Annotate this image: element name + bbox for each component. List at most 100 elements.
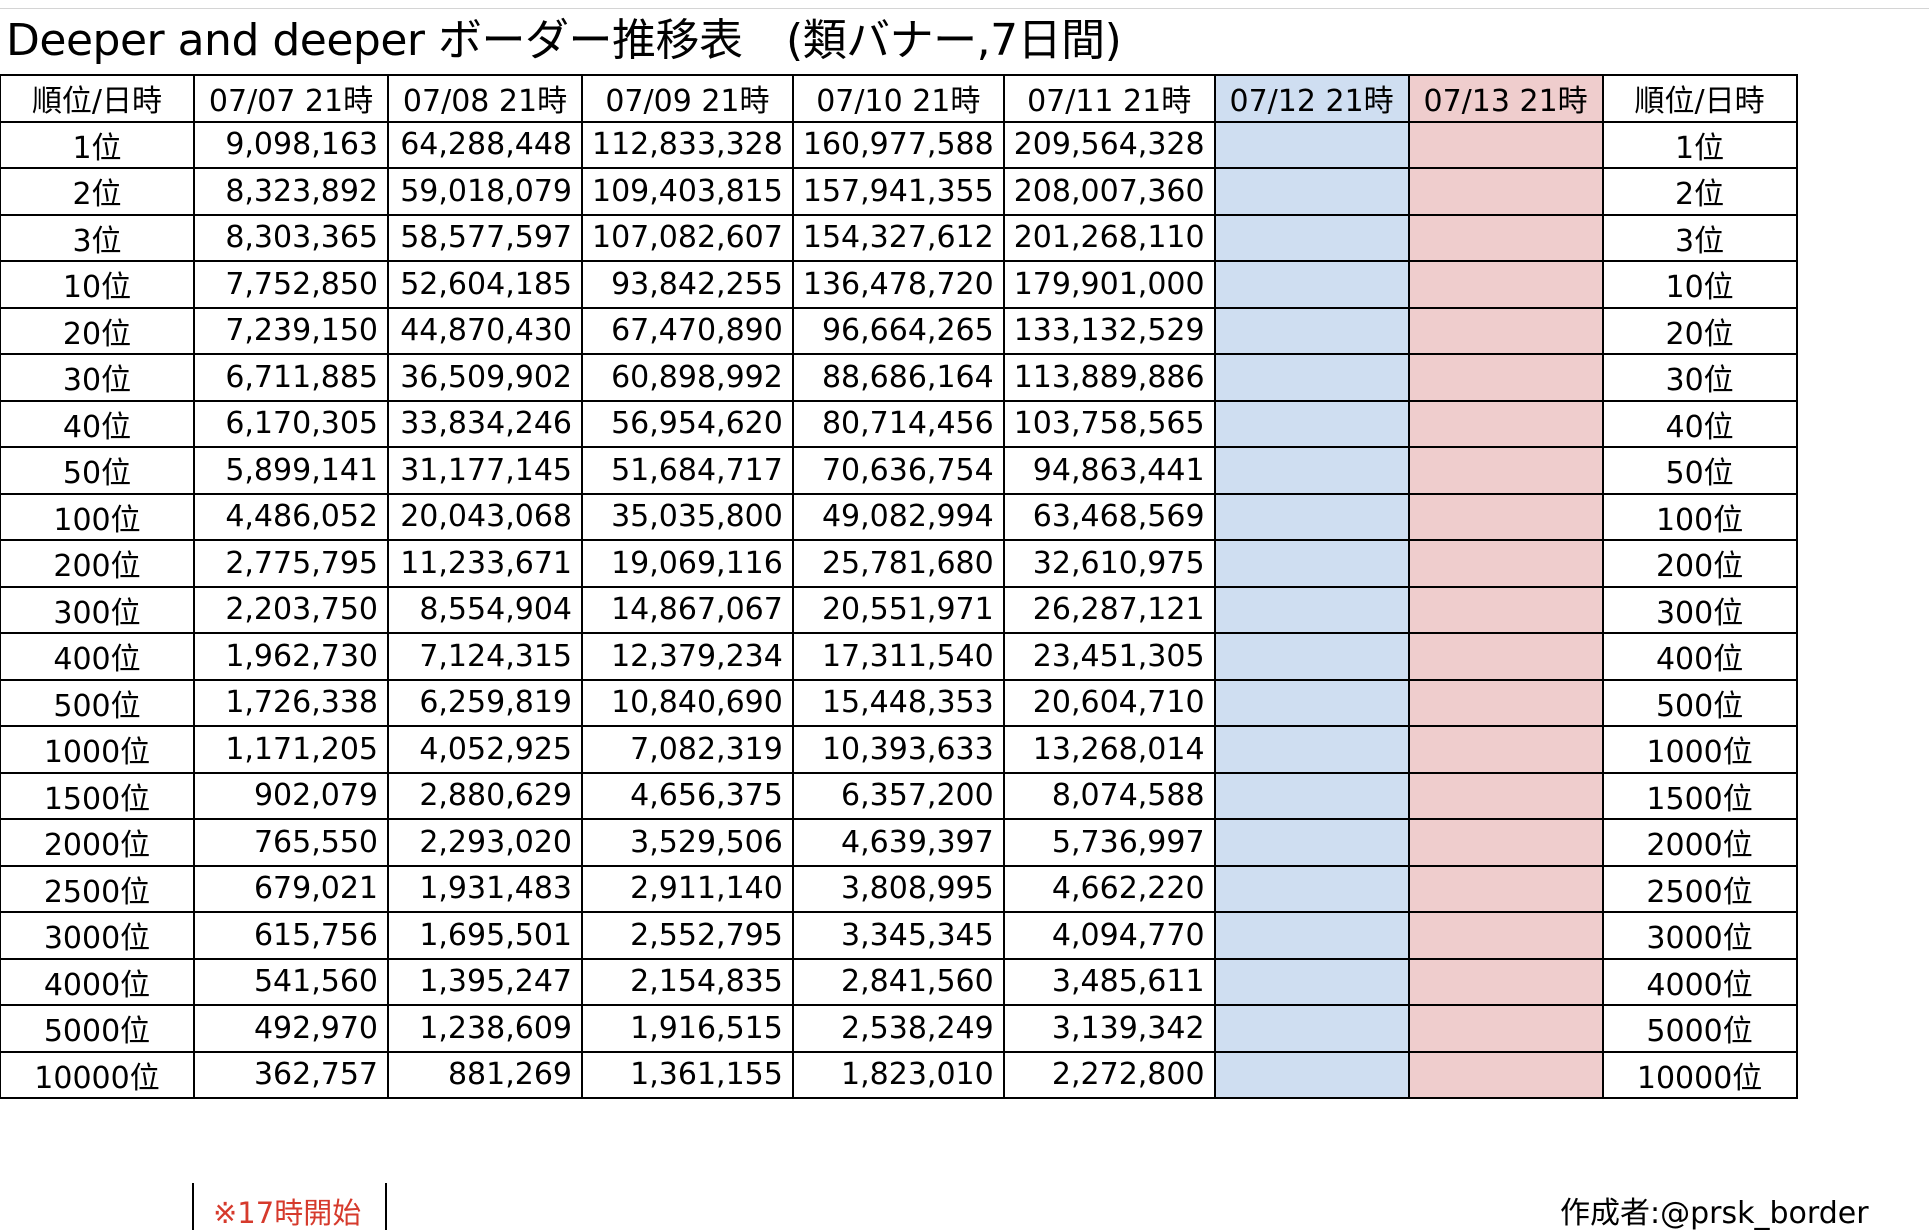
score-cell[interactable] xyxy=(1213,260,1410,309)
score-cell[interactable] xyxy=(1213,771,1410,820)
score-cell[interactable]: 32,610,975 xyxy=(1002,539,1216,588)
score-cell[interactable]: 10,393,633 xyxy=(791,725,1005,774)
rank-cell[interactable]: 40位 xyxy=(0,399,195,448)
score-cell[interactable] xyxy=(1407,167,1604,216)
score-cell[interactable] xyxy=(1213,957,1410,1006)
score-cell[interactable] xyxy=(1213,306,1410,355)
score-cell[interactable]: 6,357,200 xyxy=(791,771,1005,820)
score-cell[interactable]: 7,082,319 xyxy=(581,725,794,774)
header-date[interactable]: 07/08 21時 xyxy=(387,74,583,123)
score-cell[interactable]: 4,656,375 xyxy=(581,771,794,820)
score-cell[interactable]: 2,293,020 xyxy=(387,818,583,867)
score-cell[interactable] xyxy=(1213,725,1410,774)
score-cell[interactable]: 208,007,360 xyxy=(1002,167,1216,216)
score-cell[interactable]: 52,604,185 xyxy=(387,260,583,309)
score-cell[interactable]: 1,962,730 xyxy=(193,632,389,681)
score-cell[interactable]: 15,448,353 xyxy=(791,678,1005,727)
score-cell[interactable]: 5,736,997 xyxy=(1002,818,1216,867)
score-cell[interactable]: 44,870,430 xyxy=(387,306,583,355)
score-cell[interactable]: 902,079 xyxy=(193,771,389,820)
rank-cell-right[interactable]: 20位 xyxy=(1601,306,1798,355)
score-cell[interactable] xyxy=(1213,1050,1410,1099)
score-cell[interactable]: 59,018,079 xyxy=(387,167,583,216)
score-cell[interactable]: 2,775,795 xyxy=(193,539,389,588)
rank-cell[interactable]: 10位 xyxy=(0,260,195,309)
score-cell[interactable] xyxy=(1213,167,1410,216)
score-cell[interactable]: 8,323,892 xyxy=(193,167,389,216)
score-cell[interactable]: 17,311,540 xyxy=(791,632,1005,681)
score-cell[interactable]: 154,327,612 xyxy=(791,213,1005,262)
rank-cell[interactable]: 300位 xyxy=(0,585,195,634)
rank-cell-right[interactable]: 3位 xyxy=(1601,213,1798,262)
score-cell[interactable] xyxy=(1213,818,1410,867)
score-cell[interactable]: 4,639,397 xyxy=(791,818,1005,867)
score-cell[interactable]: 13,268,014 xyxy=(1002,725,1216,774)
score-cell[interactable]: 33,834,246 xyxy=(387,399,583,448)
score-cell[interactable]: 4,662,220 xyxy=(1002,864,1216,913)
score-cell[interactable]: 7,124,315 xyxy=(387,632,583,681)
score-cell[interactable]: 19,069,116 xyxy=(581,539,794,588)
rank-cell[interactable]: 200位 xyxy=(0,539,195,588)
score-cell[interactable]: 6,259,819 xyxy=(387,678,583,727)
score-cell[interactable]: 80,714,456 xyxy=(791,399,1005,448)
score-cell[interactable] xyxy=(1407,678,1604,727)
score-cell[interactable]: 1,931,483 xyxy=(387,864,583,913)
score-cell[interactable] xyxy=(1213,492,1410,541)
score-cell[interactable]: 70,636,754 xyxy=(791,446,1005,495)
score-cell[interactable]: 1,916,515 xyxy=(581,1004,794,1053)
score-cell[interactable]: 2,154,835 xyxy=(581,957,794,1006)
rank-cell[interactable]: 10000位 xyxy=(0,1050,195,1099)
score-cell[interactable] xyxy=(1407,446,1604,495)
score-cell[interactable]: 10,840,690 xyxy=(581,678,794,727)
rank-cell[interactable]: 3000位 xyxy=(0,911,195,960)
score-cell[interactable]: 67,470,890 xyxy=(581,306,794,355)
score-cell[interactable]: 20,043,068 xyxy=(387,492,583,541)
score-cell[interactable]: 179,901,000 xyxy=(1002,260,1216,309)
score-cell[interactable]: 3,808,995 xyxy=(791,864,1005,913)
score-cell[interactable] xyxy=(1407,353,1604,402)
score-cell[interactable]: 1,726,338 xyxy=(193,678,389,727)
rank-cell-right[interactable]: 1位 xyxy=(1601,120,1798,169)
score-cell[interactable]: 6,170,305 xyxy=(193,399,389,448)
score-cell[interactable]: 35,035,800 xyxy=(581,492,794,541)
rank-cell[interactable]: 3位 xyxy=(0,213,195,262)
score-cell[interactable]: 56,954,620 xyxy=(581,399,794,448)
score-cell[interactable] xyxy=(1407,725,1604,774)
score-cell[interactable] xyxy=(1213,539,1410,588)
score-cell[interactable]: 103,758,565 xyxy=(1002,399,1216,448)
score-cell[interactable]: 36,509,902 xyxy=(387,353,583,402)
score-cell[interactable]: 136,478,720 xyxy=(791,260,1005,309)
score-cell[interactable]: 51,684,717 xyxy=(581,446,794,495)
score-cell[interactable]: 209,564,328 xyxy=(1002,120,1216,169)
score-cell[interactable]: 4,486,052 xyxy=(193,492,389,541)
score-cell[interactable] xyxy=(1407,306,1604,355)
score-cell[interactable]: 63,468,569 xyxy=(1002,492,1216,541)
score-cell[interactable]: 64,288,448 xyxy=(387,120,583,169)
score-cell[interactable] xyxy=(1407,818,1604,867)
score-cell[interactable]: 765,550 xyxy=(193,818,389,867)
rank-cell-right[interactable]: 500位 xyxy=(1601,678,1798,727)
rank-cell[interactable]: 1000位 xyxy=(0,725,195,774)
score-cell[interactable] xyxy=(1213,446,1410,495)
score-cell[interactable]: 20,604,710 xyxy=(1002,678,1216,727)
score-cell[interactable]: 20,551,971 xyxy=(791,585,1005,634)
rank-cell-right[interactable]: 4000位 xyxy=(1601,957,1798,1006)
score-cell[interactable]: 1,395,247 xyxy=(387,957,583,1006)
rank-cell[interactable]: 100位 xyxy=(0,492,195,541)
score-cell[interactable]: 5,899,141 xyxy=(193,446,389,495)
score-cell[interactable]: 2,538,249 xyxy=(791,1004,1005,1053)
rank-cell[interactable]: 5000位 xyxy=(0,1004,195,1053)
score-cell[interactable] xyxy=(1213,864,1410,913)
score-cell[interactable] xyxy=(1407,1004,1604,1053)
header-date[interactable]: 07/07 21時 xyxy=(193,74,389,123)
score-cell[interactable]: 157,941,355 xyxy=(791,167,1005,216)
rank-cell[interactable]: 50位 xyxy=(0,446,195,495)
score-cell[interactable]: 679,021 xyxy=(193,864,389,913)
score-cell[interactable]: 9,098,163 xyxy=(193,120,389,169)
score-cell[interactable]: 4,052,925 xyxy=(387,725,583,774)
score-cell[interactable] xyxy=(1407,213,1604,262)
score-cell[interactable]: 881,269 xyxy=(387,1050,583,1099)
score-cell[interactable]: 160,977,588 xyxy=(791,120,1005,169)
score-cell[interactable]: 615,756 xyxy=(193,911,389,960)
score-cell[interactable]: 88,686,164 xyxy=(791,353,1005,402)
